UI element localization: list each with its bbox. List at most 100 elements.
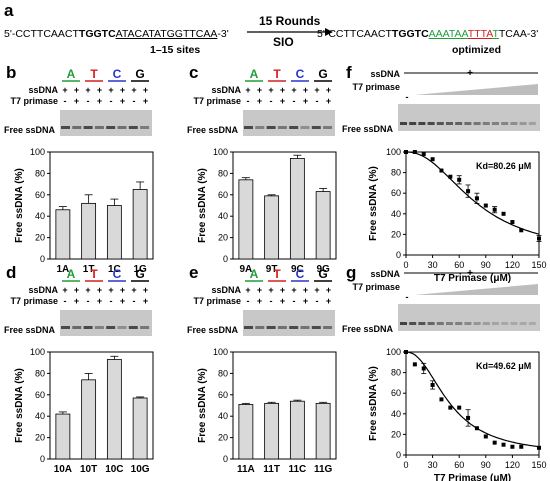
lane-plus: + — [108, 285, 113, 295]
gel-band — [436, 122, 444, 125]
arrow-bottom-label: SIO — [273, 35, 294, 49]
lane-plus: + — [120, 85, 125, 95]
y-tick-label: 80 — [218, 168, 228, 178]
nucleotide-label: C — [113, 67, 122, 81]
gel-band — [464, 322, 472, 325]
x-tick-label: 60 — [454, 260, 464, 270]
nucleotide-label: T — [90, 67, 98, 81]
ssdna-label: ssDNA — [370, 69, 400, 79]
x-tick-label: 0 — [403, 460, 408, 470]
nucleotide-label: A — [67, 67, 76, 81]
x-axis-label: T7 Primase (μM) — [434, 473, 511, 481]
lane-plus: + — [291, 285, 296, 295]
bar — [81, 379, 97, 460]
primase-minus: - — [406, 292, 409, 302]
lane-plus: + — [245, 85, 250, 95]
y-tick-label: 0 — [396, 450, 401, 460]
y-axis-label: Free ssDNA (%) — [197, 368, 208, 443]
gel-band — [519, 322, 527, 325]
gel-band — [311, 326, 321, 329]
gel-band — [300, 126, 310, 129]
gel-band — [72, 326, 82, 329]
nucleotide-label: T — [273, 67, 281, 81]
nucleotide-label: A — [67, 267, 76, 281]
gel-band — [501, 322, 509, 325]
primase-minus: - — [406, 92, 409, 102]
free-ssdna-label: Free ssDNA — [342, 124, 394, 134]
data-point — [483, 434, 488, 439]
y-tick-label: 20 — [391, 229, 401, 239]
data-point — [474, 196, 479, 201]
y-tick-label: 80 — [35, 368, 45, 378]
gel-band — [455, 122, 463, 125]
x-axis-label: T7 Primase (μM) — [434, 273, 511, 284]
gel-band — [106, 126, 116, 129]
data-point — [519, 444, 524, 449]
bar — [264, 402, 280, 460]
y-tick-label: 0 — [396, 250, 401, 260]
gel-image — [398, 104, 540, 131]
lane-sign: - — [316, 296, 319, 306]
y-tick-label: 40 — [35, 411, 45, 421]
y-tick-label: 60 — [218, 190, 228, 200]
lane-plus: + — [291, 85, 296, 95]
category-label: 10C — [105, 464, 123, 475]
y-tick-label: 40 — [35, 211, 45, 221]
seq-left-prefix: 5'-CCTTCAACT — [4, 28, 79, 40]
gel-band — [289, 326, 299, 329]
data-point — [448, 405, 453, 410]
gel-band — [140, 126, 150, 129]
primase-label: T7 primase — [10, 96, 58, 106]
seq-left-suffix: -3' — [217, 28, 229, 40]
fit-curve — [405, 351, 540, 448]
bar — [106, 359, 122, 460]
lane-sign: + — [120, 96, 125, 106]
data-point — [510, 220, 515, 225]
lane-sign: - — [293, 296, 296, 306]
gel-band — [482, 122, 490, 125]
kd-label: Kd=80.26 μM — [476, 161, 531, 171]
gel-band — [94, 126, 104, 129]
lane-sign: - — [247, 96, 250, 106]
category-label: 9T — [266, 264, 278, 275]
y-tick-label: 40 — [218, 411, 228, 421]
data-point — [466, 415, 471, 420]
lane-plus: + — [326, 285, 331, 295]
gel-band — [427, 122, 435, 125]
data-point — [537, 236, 541, 241]
y-tick-label: 60 — [218, 390, 228, 400]
category-label: 11T — [263, 464, 280, 475]
y-tick-label: 40 — [391, 209, 401, 219]
gel-band — [446, 322, 453, 325]
gel-band — [519, 122, 527, 125]
y-tick-label: 60 — [391, 388, 401, 398]
gel-band — [446, 122, 453, 125]
lane-plus: + — [314, 85, 319, 95]
category-label: 11C — [288, 464, 306, 475]
y-tick-label: 60 — [35, 190, 45, 200]
gel-band — [255, 126, 265, 129]
ssdna-label: ssDNA — [28, 285, 58, 295]
lane-sign: + — [97, 96, 102, 106]
gel-band — [400, 122, 407, 125]
y-tick-label: 60 — [35, 390, 45, 400]
seq-right-part: AAA — [428, 28, 449, 40]
nucleotide-label: A — [250, 67, 259, 81]
bar — [315, 191, 331, 260]
data-point — [501, 211, 506, 216]
data-point — [501, 442, 506, 447]
lane-plus: + — [97, 85, 102, 95]
bar — [289, 158, 305, 260]
data-point — [412, 150, 417, 154]
seq-right-bold: TGGTC — [391, 28, 429, 40]
lane-sign: + — [97, 296, 102, 306]
gel-band — [117, 326, 127, 329]
panel-label: b — [6, 63, 16, 82]
lane-sign: - — [64, 96, 67, 106]
lane-sign: - — [110, 296, 113, 306]
x-tick-label: 90 — [481, 260, 491, 270]
lane-plus: + — [143, 285, 148, 295]
data-point — [439, 168, 444, 173]
data-point — [537, 445, 541, 450]
